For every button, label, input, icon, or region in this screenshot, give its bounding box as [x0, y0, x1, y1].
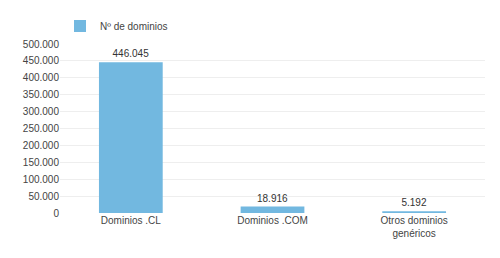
svg-text:50.000: 50.000 — [28, 191, 59, 202]
svg-text:446.045: 446.045 — [113, 48, 150, 59]
svg-text:Otros dominiosgenéricos: Otros dominiosgenéricos — [381, 215, 448, 239]
svg-text:5.192: 5.192 — [401, 197, 426, 208]
svg-text:350.000: 350.000 — [23, 89, 60, 100]
svg-text:Dominios .CL: Dominios .CL — [101, 215, 161, 226]
svg-text:500.000: 500.000 — [23, 39, 60, 50]
svg-text:0: 0 — [53, 208, 59, 219]
svg-text:18.916: 18.916 — [257, 193, 288, 204]
svg-text:300.000: 300.000 — [23, 106, 60, 117]
svg-text:Dominios .COM: Dominios .COM — [237, 215, 308, 226]
svg-text:250.000: 250.000 — [23, 123, 60, 134]
svg-text:100.000: 100.000 — [23, 174, 60, 185]
svg-text:150.000: 150.000 — [23, 157, 60, 168]
svg-text:Nº de dominios: Nº de dominios — [100, 21, 168, 32]
svg-text:450.000: 450.000 — [23, 55, 60, 66]
svg-text:400.000: 400.000 — [23, 72, 60, 83]
svg-text:200.000: 200.000 — [23, 140, 60, 151]
